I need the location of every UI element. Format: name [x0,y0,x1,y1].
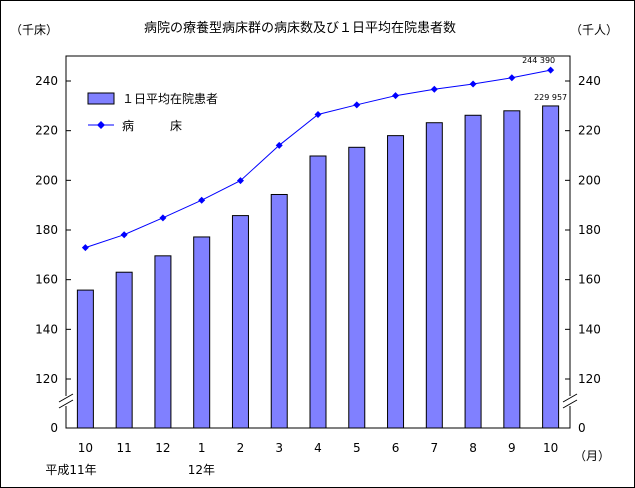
x-tick-label: 12 [155,441,170,455]
right-axis-unit: （千人） [570,23,618,37]
legend-line-marker [97,121,105,129]
x-axis-unit: （月） [574,449,610,463]
line-point [314,111,322,119]
line-point [547,66,555,74]
x-tick-label: 9 [508,441,516,455]
right-tick-label: 160 [578,273,601,287]
right-tick-label: 120 [578,372,601,386]
line-point [198,196,206,204]
x-tick-label: 1 [198,441,206,455]
legend-bar-label: １日平均在院患者 [122,92,218,106]
left-tick-label: 220 [35,124,58,138]
line-point [353,101,361,109]
bar [387,135,405,429]
line-point [392,92,400,100]
bar-series: 229 957 [76,93,567,429]
line-point [81,244,89,252]
bar [348,146,366,429]
x-tick-label: 6 [392,441,400,455]
x-tick-label: 4 [314,441,322,455]
axis-break-mark [58,393,74,403]
legend-line-label: 病 床 [122,118,182,133]
line-point [159,214,167,222]
x-tick-label: 3 [275,441,283,455]
line-series: 244 390 [81,56,555,252]
bar [231,215,249,429]
bar [270,193,288,429]
bar [425,122,443,429]
right-tick-label: 180 [578,223,601,237]
x-tick-label: 5 [353,441,361,455]
bar-last-data-label: 229 957 [534,93,567,102]
x-tick-label: 10 [78,441,93,455]
axis-breaks [58,393,578,409]
left-zero-label: 0 [50,421,58,435]
right-zero-label: 0 [578,421,586,435]
x-era-label: 平成11年 [45,463,96,477]
bar [542,105,560,429]
left-tick-label: 180 [35,223,58,237]
bar [76,289,94,429]
bar [154,255,172,429]
line-point [120,231,128,239]
legend: １日平均在院患者 病 床 [87,92,218,133]
right-tick-label: 140 [578,322,601,336]
line-last-data-label: 244 390 [522,56,555,65]
line-point [469,80,477,88]
axis-break-mark [562,399,578,409]
x-tick-label: 10 [543,441,558,455]
x-tick-label: 7 [430,441,438,455]
axis-break-gap [562,396,578,406]
bar [309,155,327,429]
x-tick-label: 11 [117,441,132,455]
left-axis-unit: （千床） [10,23,58,37]
left-tick-label: 120 [35,372,58,386]
y-axis-ticks: 120 120 140 140 160 160 180 180 200 200 220 220 240 2… [35,74,601,435]
x-tick-label: 2 [237,441,245,455]
x-era-label: 12年 [188,463,215,477]
left-tick-label: 240 [35,74,58,88]
axis-break-gap [58,396,74,406]
left-tick-label: 200 [35,173,58,187]
bar [115,271,133,429]
left-tick-label: 140 [35,322,58,336]
chart-title: 病院の療養型病床群の病床数及び１日平均在院患者数 [144,20,456,36]
x-tick-label: 8 [469,441,477,455]
legend-bar-swatch [87,92,115,105]
right-tick-label: 220 [578,124,601,138]
line-point [508,74,516,82]
bar [464,114,482,429]
right-tick-label: 200 [578,173,601,187]
bar [193,236,211,429]
line-point [275,141,283,149]
bar [503,110,521,429]
right-tick-label: 240 [578,74,601,88]
line-point [430,85,438,93]
line-point [236,177,244,185]
axis-break-mark [58,399,74,409]
left-tick-label: 160 [35,273,58,287]
axis-break-mark [562,393,578,403]
